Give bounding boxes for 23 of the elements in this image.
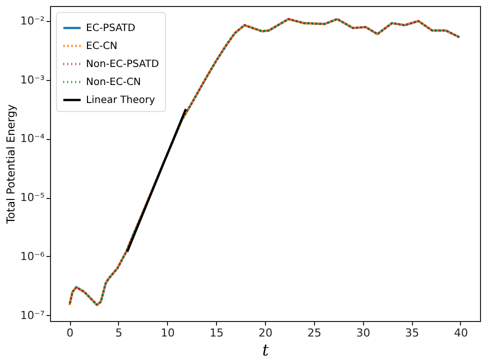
y-tick-label: 10⁻⁷ (20, 308, 44, 322)
y-tick-label: 10⁻² (20, 14, 44, 28)
x-axis-title: t (262, 340, 270, 360)
legend-label: EC-PSATD (86, 23, 136, 34)
y-tick-label: 10⁻⁶ (20, 250, 46, 263)
y-axis-title: Total Potential Energy (4, 104, 18, 225)
x-tick-label: 0 (66, 326, 74, 340)
x-tick-label: 35 (405, 326, 420, 340)
x-tick-label: 15 (210, 326, 224, 340)
y-tick-label: 10⁻⁵ (20, 191, 44, 204)
line-series (68, 18, 461, 306)
legend-label: Non-EC-CN (86, 77, 141, 88)
x-tick-label: 10 (160, 326, 175, 340)
y-tick-label: 10⁻⁴ (20, 132, 46, 146)
x-tick-label: 20 (258, 326, 272, 340)
x-tick-label: 5 (115, 326, 122, 340)
y-tick-label: 10⁻³ (20, 73, 44, 86)
legend-label: EC-CN (86, 41, 118, 52)
x-tick-label: 40 (454, 326, 468, 340)
legend-label: Non-EC-PSATD (86, 59, 160, 70)
x-tick-label: 25 (307, 326, 322, 340)
legend-label: Linear Theory (86, 95, 156, 106)
x-tick-label: 30 (356, 326, 370, 340)
